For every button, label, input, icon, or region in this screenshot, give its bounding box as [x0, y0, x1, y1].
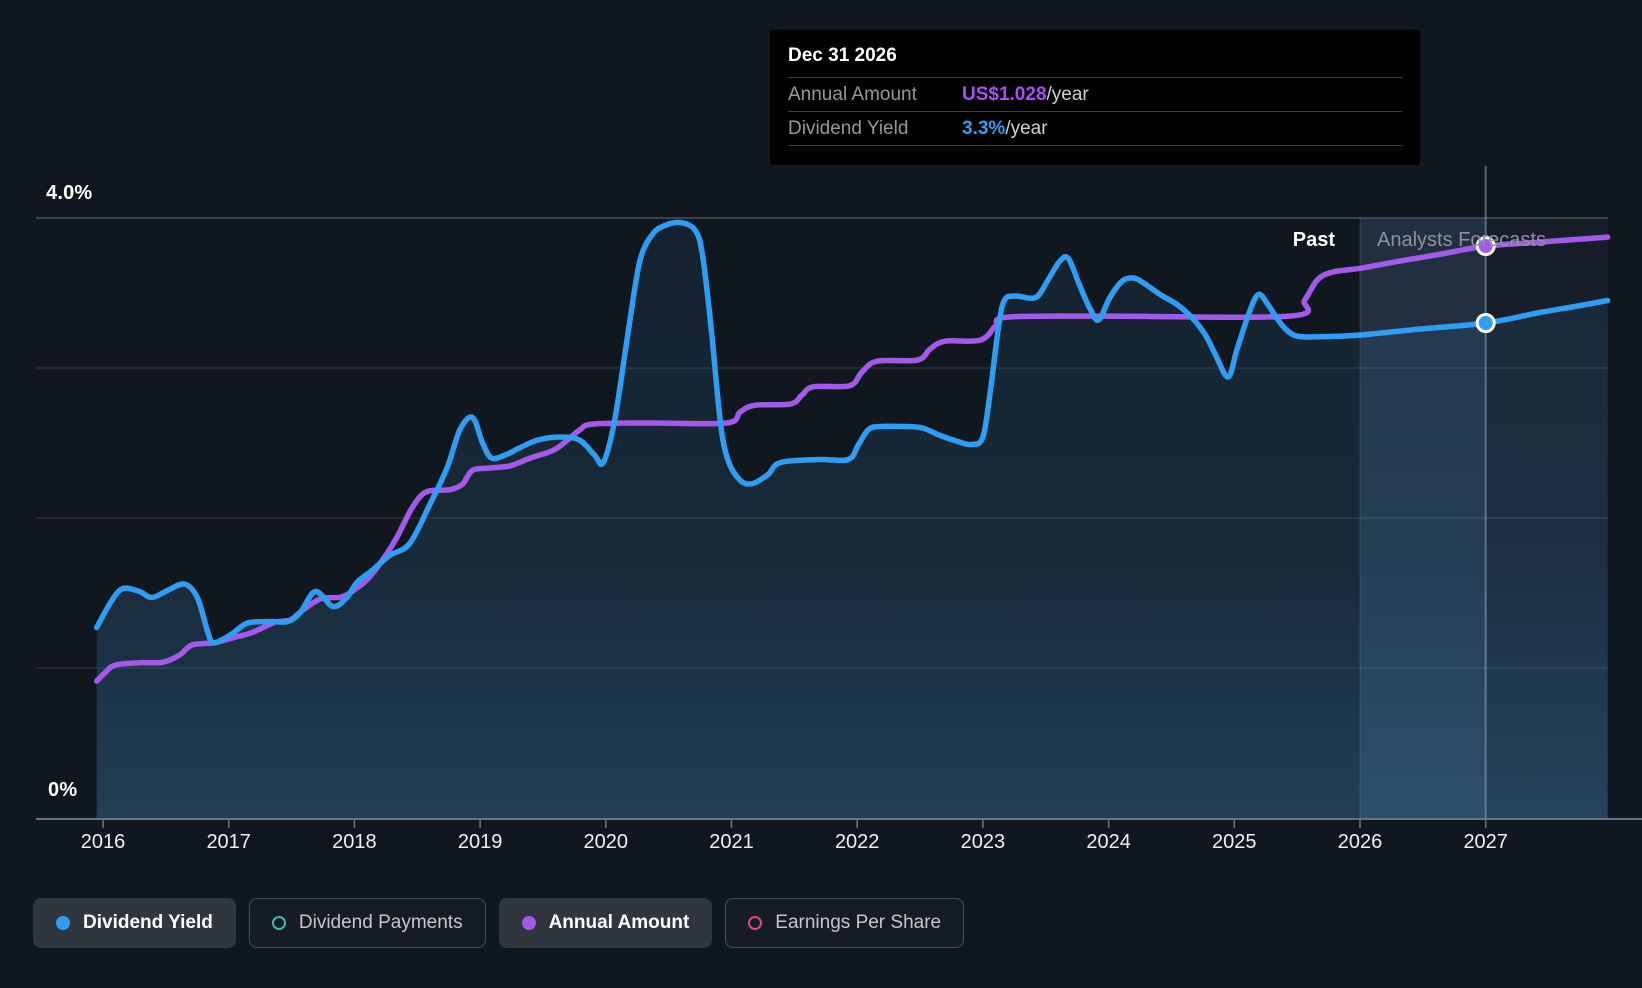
legend-annual-amount[interactable]: Annual Amount	[498, 898, 713, 948]
annual-amount-dot-icon	[521, 916, 536, 930]
hover-tooltip: Dec 31 2026 Annual Amount US$1.028 /year…	[770, 30, 1420, 165]
legend-dividend-payments-label: Dividend Payments	[298, 912, 463, 933]
legend-annual-amount-label: Annual Amount	[548, 912, 690, 933]
legend-dividend-yield-label: Dividend Yield	[83, 912, 213, 933]
legend-dividend-payments[interactable]: Dividend Payments	[248, 898, 486, 948]
tooltip-row-annual-amount: Annual Amount US$1.028 /year	[788, 78, 1402, 112]
past-label: Past	[1292, 229, 1335, 251]
chart-legend: Dividend Yield Dividend Payments Annual …	[33, 898, 965, 948]
y-axis-label-min: 0%	[48, 779, 78, 801]
tooltip-annual-amount-label: Annual Amount	[788, 83, 917, 105]
earnings-per-share-ring-icon	[748, 916, 763, 930]
legend-earnings-per-share[interactable]: Earnings Per Share	[725, 898, 965, 948]
tooltip-dividend-yield-value: 3.3%	[962, 117, 1006, 139]
legend-earnings-per-share-label: Earnings Per Share	[775, 912, 942, 933]
tooltip-annual-amount-value: US$1.028	[962, 83, 1047, 105]
tooltip-annual-amount-suffix: /year	[1046, 83, 1089, 105]
analysts-forecasts-label: Analysts Forecasts	[1377, 229, 1546, 251]
tooltip-date: Dec 31 2026	[788, 41, 1402, 78]
tooltip-row-dividend-yield: Dividend Yield 3.3% /year	[788, 112, 1402, 146]
tooltip-dividend-yield-suffix: /year	[1005, 117, 1048, 139]
tooltip-dividend-yield-label: Dividend Yield	[788, 117, 909, 139]
dividend-payments-ring-icon	[271, 916, 286, 930]
dividend-yield-dot-icon	[56, 916, 70, 930]
legend-dividend-yield[interactable]: Dividend Yield	[33, 898, 236, 948]
y-axis-label-max: 4.0%	[46, 182, 93, 204]
